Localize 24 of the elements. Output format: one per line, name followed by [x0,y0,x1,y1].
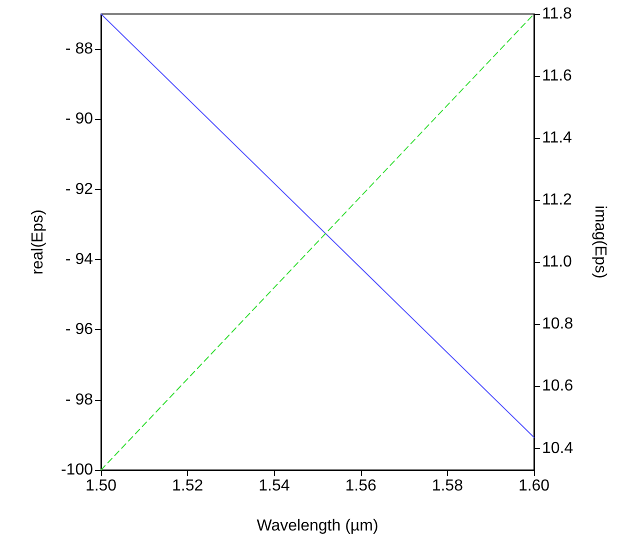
x-tick-label: 1.58 [432,478,464,494]
x-tick-label: 1.52 [172,478,204,494]
y2-tick-label: 10.6 [542,378,574,395]
x-tick-label: 1.54 [258,478,290,494]
y-tick-label: - 90 [65,110,94,128]
y-tick-label: - 98 [65,391,94,408]
y2-tick-label: 11.8 [542,6,572,22]
y2-tick-label: 10.8 [542,316,574,333]
x-tick-label: 1.60 [518,478,550,494]
x-axis-title: Wavelength (µm) [256,518,378,534]
y2-tick-label: 10.4 [542,440,574,457]
y2-tick-label: 11.0 [542,254,572,271]
y-tick-label: - 88 [65,40,94,58]
y-tick-label: - 94 [65,251,94,268]
x-tick-label: 1.56 [345,478,376,494]
y-axis-title: real(Eps) [30,210,46,274]
y2-tick-label: 11.2 [542,192,572,209]
y-tick-label: - 92 [65,180,94,198]
y-tick-label: - 96 [65,321,94,338]
y2-tick-label: 11.6 [542,68,572,85]
y-tick-label: -100 [60,462,94,478]
y2-axis-title: imag(Eps) [592,206,608,278]
x-tick-label: 1.50 [85,478,117,494]
y2-tick-label: 11.4 [542,130,572,147]
